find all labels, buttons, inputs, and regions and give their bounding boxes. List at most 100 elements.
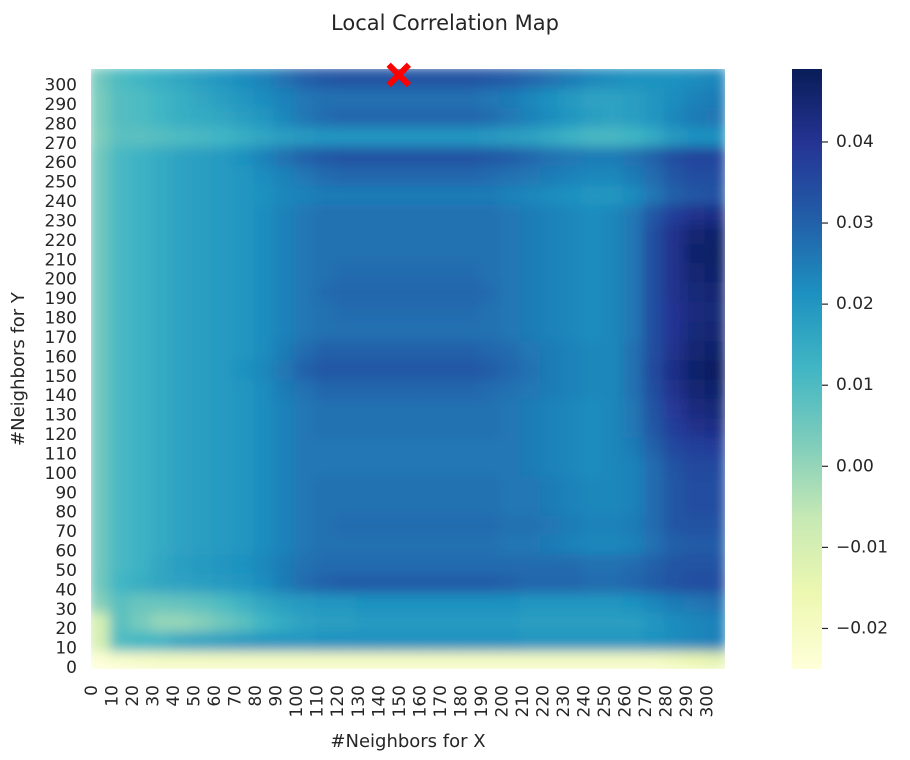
heatmap-cell (130, 220, 155, 244)
heatmap-cell (335, 298, 360, 322)
heatmap-cell (622, 142, 647, 167)
heatmap-cell (191, 375, 217, 400)
heatmap-cell (499, 628, 524, 652)
heatmap-cell (642, 298, 668, 322)
heatmap-cell (171, 628, 196, 652)
heatmap-cell (150, 550, 176, 574)
heatmap-cell (540, 414, 565, 438)
heatmap-cell (314, 492, 340, 516)
heatmap-cell (417, 531, 442, 555)
heatmap-cell (581, 433, 606, 458)
heatmap-cell (335, 492, 360, 516)
y-tick-label: 250 (45, 173, 77, 193)
heatmap-cell (560, 492, 586, 516)
heatmap-cell (478, 433, 504, 458)
x-axis-label: #Neighbors for X (330, 731, 485, 752)
heatmap-cell (560, 511, 586, 536)
heatmap-cell (663, 569, 689, 594)
heatmap-cell (253, 123, 278, 147)
heatmap-cell (314, 200, 340, 225)
heatmap-cell (499, 531, 524, 555)
heatmap-cell (91, 550, 114, 574)
heatmap-cell (684, 647, 709, 669)
heatmap-cell (355, 278, 381, 303)
heatmap-cell (560, 569, 586, 594)
heatmap-cell (396, 356, 422, 380)
heatmap-cell (294, 356, 319, 380)
heatmap-cell (253, 142, 278, 167)
heatmap-cell (109, 181, 135, 205)
heatmap-cell (212, 356, 237, 380)
heatmap-cell (171, 239, 196, 264)
heatmap-cell (232, 142, 258, 167)
heatmap-cell (376, 589, 401, 613)
heatmap-cell (91, 395, 114, 419)
heatmap-cell (560, 239, 586, 264)
heatmap-cell (396, 239, 422, 264)
heatmap-cell (232, 492, 258, 516)
heatmap-cell (355, 550, 381, 574)
heatmap-cell (560, 200, 586, 225)
heatmap-cell (355, 162, 381, 186)
heatmap-cell (704, 356, 725, 380)
heatmap-cell (478, 628, 504, 652)
heatmap-cell (581, 395, 606, 419)
heatmap-cell (437, 200, 463, 225)
heatmap-cell (417, 336, 442, 361)
heatmap-cell (417, 278, 442, 303)
colorbar-tick-label: 0.00 (836, 456, 874, 476)
heatmap-cell (499, 472, 524, 497)
heatmap-cell (642, 628, 668, 652)
heatmap-cell (622, 472, 647, 497)
heatmap-cell (417, 569, 442, 594)
heatmap-cell (437, 317, 463, 341)
heatmap-cell (376, 220, 401, 244)
heatmap-cell (253, 298, 278, 322)
heatmap-cell (376, 628, 401, 652)
heatmap-cell (704, 472, 725, 497)
heatmap-cell (109, 433, 135, 458)
heatmap-cell (335, 356, 360, 380)
heatmap-cell (499, 220, 524, 244)
heatmap-cell (91, 433, 114, 458)
heatmap-cell (540, 278, 565, 303)
heatmap-cell (437, 298, 463, 322)
heatmap-cell (191, 142, 217, 167)
heatmap-cell (684, 453, 709, 477)
heatmap-cell (417, 142, 442, 167)
heatmap-cell (622, 511, 647, 536)
heatmap-cell (314, 531, 340, 555)
heatmap-cell (355, 453, 381, 477)
heatmap-cell (560, 472, 586, 497)
heatmap-cell (601, 278, 627, 303)
heatmap-cell (437, 492, 463, 516)
heatmap-cell (499, 200, 524, 225)
heatmap-cell (396, 395, 422, 419)
heatmap-cell (396, 550, 422, 574)
heatmap-cell (499, 162, 524, 186)
heatmap-cell (232, 569, 258, 594)
heatmap-cell (437, 239, 463, 264)
heatmap-cell (191, 356, 217, 380)
heatmap-cell (253, 317, 278, 341)
heatmap-cell (684, 492, 709, 516)
heatmap-cell (109, 608, 135, 633)
colorbar-tick-label: 0.03 (836, 213, 874, 233)
heatmap-cell (663, 414, 689, 438)
heatmap-cell (294, 453, 319, 477)
heatmap-cell (601, 123, 627, 147)
heatmap-cell (376, 569, 401, 594)
heatmap-cell (335, 317, 360, 341)
heatmap-cell (171, 395, 196, 419)
heatmap-cell (91, 531, 114, 555)
heatmap-cell (458, 259, 483, 283)
y-tick-label: 220 (45, 231, 77, 251)
heatmap-cell (417, 162, 442, 186)
colorbar-tick-label: 0.01 (836, 375, 874, 395)
heatmap-cell (191, 239, 217, 264)
heatmap-cell (601, 356, 627, 380)
heatmap-cell (91, 647, 114, 669)
heatmap-cell (150, 356, 176, 380)
heatmap-cell (581, 162, 606, 186)
heatmap-cell (212, 433, 237, 458)
